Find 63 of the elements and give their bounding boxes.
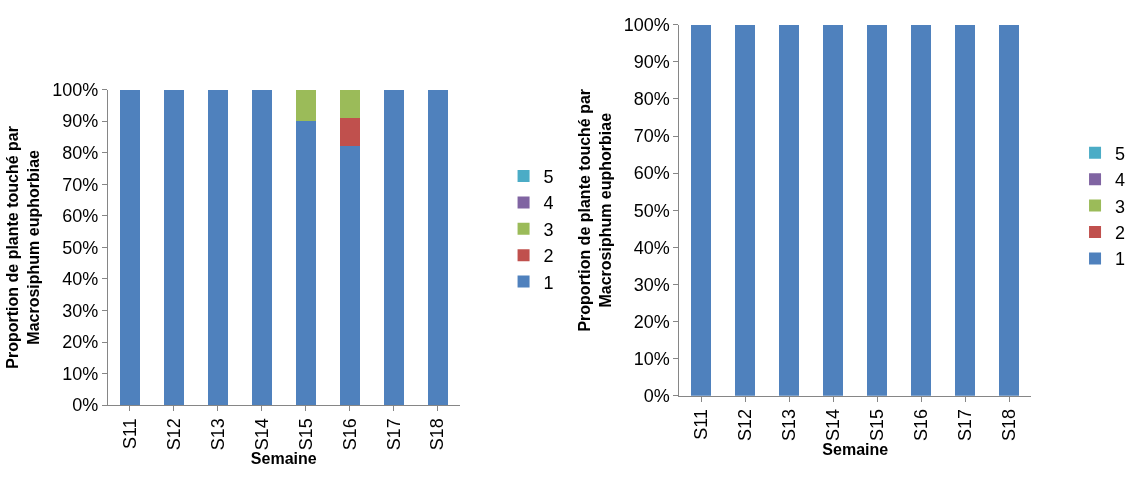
y-tick-label: 40% [633, 237, 670, 258]
y-tick-label: 90% [62, 111, 99, 132]
x-tick-label: S12 [163, 418, 184, 451]
x-tick-label: S17 [383, 418, 404, 451]
legend-label: 5 [1115, 143, 1126, 164]
bar [207, 89, 228, 406]
legend-label: 2 [1115, 223, 1126, 244]
x-tick-label: S11 [691, 409, 712, 440]
x-tick-label: S15 [867, 409, 888, 442]
y-tick-label: 60% [633, 163, 670, 184]
bar [120, 89, 140, 406]
legend-label: 4 [1115, 170, 1126, 191]
legend-label: 3 [543, 219, 554, 240]
y-axis-title: Proportion de plante touché par Macrosiphum euphorbiae [4, 126, 43, 369]
legend-label: 4 [543, 193, 554, 214]
x-tick-label: S14 [251, 418, 272, 451]
x-tick-label: S15 [295, 418, 316, 451]
x-tick-label: S16 [339, 418, 360, 451]
x-axis-title: Semaine [250, 450, 317, 468]
y-tick-label: 10% [633, 349, 670, 370]
y-tick-label: 50% [62, 237, 99, 258]
x-tick-label: S18 [427, 418, 448, 451]
bar [251, 89, 272, 406]
y-tick-label: 80% [62, 143, 99, 163]
legend-label: 5 [543, 167, 554, 188]
bar [339, 89, 360, 118]
x-tick-label: S12 [735, 409, 756, 442]
y-tick-label: 30% [633, 274, 670, 295]
y-tick-label: 0% [72, 395, 99, 416]
y-tick-label: 100% [52, 79, 99, 100]
bar [427, 89, 448, 406]
x-axis-title: Semaine [822, 441, 889, 459]
y-tick-label: 100% [623, 14, 670, 35]
y-tick-label: 70% [633, 126, 670, 147]
y-tick-label: 0% [643, 386, 670, 407]
y-tick-label: 30% [62, 300, 99, 321]
bar [339, 146, 360, 406]
legend-label: 1 [543, 272, 554, 293]
legend-label: 2 [543, 246, 554, 267]
y-axis-title: Proportion de plante touché par Macrosiphum euphorbiae [575, 88, 614, 332]
y-tick-label: 20% [62, 332, 99, 353]
bar [295, 89, 316, 122]
legend-label: 3 [1115, 196, 1126, 217]
y-tick-label: 90% [633, 52, 670, 73]
y-tick-label: 50% [633, 200, 670, 221]
y-tick-label: 20% [633, 311, 670, 332]
y-tick-label: 70% [62, 174, 99, 195]
x-tick-label: S17 [954, 409, 975, 442]
x-tick-label: S18 [998, 409, 1019, 442]
bar [339, 118, 360, 147]
bar [295, 121, 316, 406]
y-tick-label: 60% [62, 206, 99, 227]
bar [383, 89, 404, 406]
x-tick-label: S13 [779, 409, 800, 442]
y-tick-label: 40% [62, 269, 99, 290]
x-tick-label: S16 [911, 409, 932, 442]
legend-label: 1 [1115, 249, 1126, 270]
bar [163, 89, 184, 406]
x-tick-label: S13 [207, 418, 228, 451]
y-tick-label: 10% [62, 363, 99, 384]
x-tick-label: S11 [119, 418, 140, 450]
y-tick-label: 80% [633, 89, 670, 110]
x-tick-label: S14 [823, 409, 844, 442]
